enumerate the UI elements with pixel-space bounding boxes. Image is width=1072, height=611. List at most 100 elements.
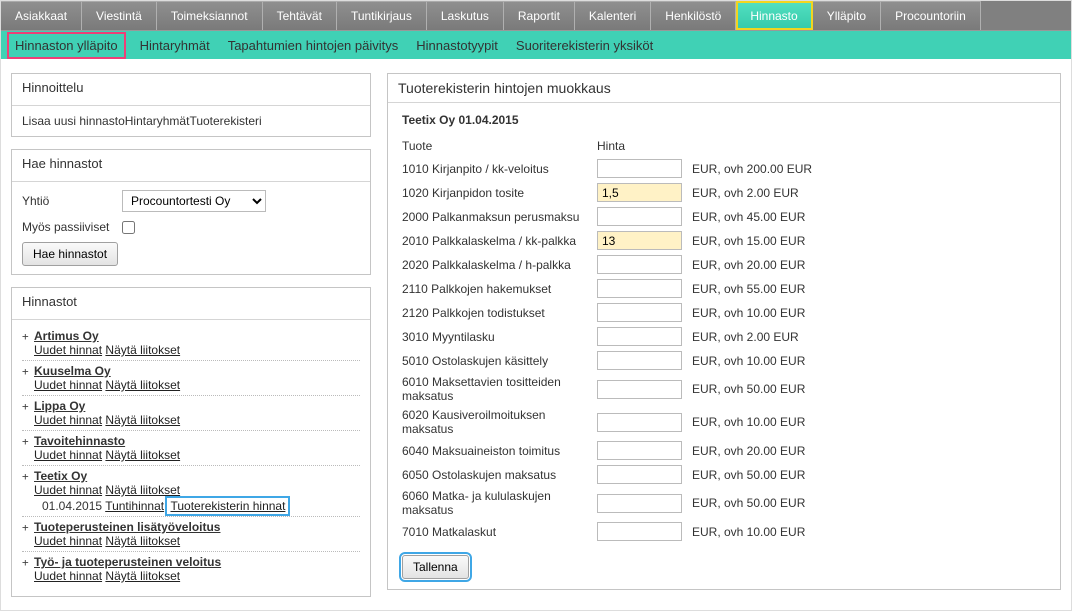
price-input[interactable] — [597, 207, 682, 226]
new-prices-link[interactable]: Uudet hinnat — [34, 448, 102, 462]
pricing-link[interactable]: Hintaryhmät — [125, 114, 190, 128]
new-prices-link[interactable]: Uudet hinnat — [34, 378, 102, 392]
product-name: 6010 Maksettavien tositteiden maksatus — [402, 375, 597, 403]
tree-item-title[interactable]: Lippa Oy — [34, 399, 85, 413]
price-row: 2120 Palkkojen todistukset EUR, ovh 10.00… — [402, 303, 1046, 322]
pricing-link[interactable]: Tuoterekisteri — [189, 114, 261, 128]
price-row: 6060 Matka- ja kululaskujen maksatusEUR,… — [402, 489, 1046, 517]
show-links-link[interactable]: Näytä liitokset — [105, 534, 180, 548]
tree-item-title[interactable]: Tuoteperusteinen lisätyöveloitus — [34, 520, 220, 534]
pricing-panel: Hinnoittelu Lisaa uusi hinnastoHintaryhm… — [11, 73, 371, 137]
price-input[interactable] — [597, 351, 682, 370]
price-row: 5010 Ostolaskujen käsittelyEUR, ovh 10.0… — [402, 351, 1046, 370]
save-button[interactable]: Tallenna — [402, 555, 469, 579]
expand-icon[interactable]: + — [22, 365, 29, 378]
price-suffix: EUR, ovh 50.00 EUR — [692, 468, 805, 482]
expand-icon[interactable]: + — [22, 556, 29, 569]
price-input[interactable] — [597, 380, 682, 399]
tree-item-title[interactable]: Työ- ja tuoteperusteinen veloitus — [34, 555, 221, 569]
subnav-item[interactable]: Hinnastotyypit — [416, 38, 498, 53]
subrow-link[interactable]: Tuoterekisterin hinnat — [167, 498, 288, 514]
subnav-item[interactable]: Hintaryhmät — [140, 38, 210, 53]
nav-tab[interactable]: Ylläpito — [813, 1, 881, 30]
expand-icon[interactable]: + — [22, 400, 29, 413]
tree-item-title[interactable]: Kuuselma Oy — [34, 364, 111, 378]
expand-icon[interactable]: + — [22, 470, 29, 483]
product-name: 1010 Kirjanpito / kk-veloitus — [402, 162, 597, 176]
show-links-link[interactable]: Näytä liitokset — [105, 448, 180, 462]
product-name: 2000 Palkanmaksun perusmaksu — [402, 210, 597, 224]
show-links-link[interactable]: Näytä liitokset — [105, 343, 180, 357]
price-row: 2110 Palkkojen hakemukset EUR, ovh 55.00 … — [402, 279, 1046, 298]
new-prices-link[interactable]: Uudet hinnat — [34, 534, 102, 548]
price-suffix: EUR, ovh 20.00 EUR — [692, 258, 805, 272]
tree-item: + Työ- ja tuoteperusteinen veloitusUudet … — [22, 552, 360, 586]
tree-item-title[interactable]: Teetix Oy — [34, 469, 87, 483]
search-button[interactable]: Hae hinnastot — [22, 242, 118, 266]
price-input[interactable] — [597, 413, 682, 432]
show-links-link[interactable]: Näytä liitokset — [105, 569, 180, 583]
price-suffix: EUR, ovh 2.00 EUR — [692, 186, 799, 200]
tree-item: + Lippa OyUudet hinnat Näytä liitokset — [22, 396, 360, 431]
show-links-link[interactable]: Näytä liitokset — [105, 413, 180, 427]
sub-nav: Hinnaston ylläpito Hintaryhmät Tapahtumien… — [1, 31, 1071, 59]
new-prices-link[interactable]: Uudet hinnat — [34, 343, 102, 357]
nav-tab[interactable]: Kalenteri — [575, 1, 651, 30]
nav-tab[interactable]: Raportit — [504, 1, 575, 30]
price-input[interactable] — [597, 279, 682, 298]
editor-subtitle: Teetix Oy 01.04.2015 — [402, 113, 1046, 127]
price-input[interactable] — [597, 465, 682, 484]
search-panel: Hae hinnastot Yhtiö Procountortesti Oy M… — [11, 149, 371, 275]
product-name: 2010 Palkkalaskelma / kk-palkka — [402, 234, 597, 248]
subnav-item[interactable]: Suoriterekisterin yksiköt — [516, 38, 653, 53]
nav-tab[interactable]: Tuntikirjaus — [337, 1, 427, 30]
price-input[interactable] — [597, 327, 682, 346]
price-input[interactable] — [597, 159, 682, 178]
nav-tab[interactable]: Procountoriin — [881, 1, 981, 30]
tree-item-title[interactable]: Tavoitehinnasto — [34, 434, 125, 448]
product-name: 7010 Matkalaskut — [402, 525, 597, 539]
expand-icon[interactable]: + — [22, 330, 29, 343]
subnav-item[interactable]: Tapahtumien hintojen päivitys — [228, 38, 399, 53]
nav-tab[interactable]: Asiakkaat — [1, 1, 82, 30]
price-suffix: EUR, ovh 55.00 EUR — [692, 282, 805, 296]
price-input[interactable] — [597, 303, 682, 322]
nav-tab[interactable]: Henkilöstö — [651, 1, 736, 30]
editor-title: Tuoterekisterin hintojen muokkaus — [388, 74, 1060, 103]
main-nav: AsiakkaatViestintäToimeksiannotTehtävätT… — [1, 1, 1071, 31]
company-select[interactable]: Procountortesti Oy — [122, 190, 266, 212]
new-prices-link[interactable]: Uudet hinnat — [34, 483, 102, 497]
show-links-link[interactable]: Näytä liitokset — [105, 483, 180, 497]
price-input[interactable] — [597, 255, 682, 274]
price-suffix: EUR, ovh 2.00 EUR — [692, 330, 799, 344]
passive-label: Myös passiiviset — [22, 220, 122, 234]
expand-icon[interactable]: + — [22, 521, 29, 534]
show-links-link[interactable]: Näytä liitokset — [105, 378, 180, 392]
price-row: 6050 Ostolaskujen maksatusEUR, ovh 50.00… — [402, 465, 1046, 484]
price-suffix: EUR, ovh 10.00 EUR — [692, 354, 805, 368]
price-input[interactable] — [597, 441, 682, 460]
price-input[interactable] — [597, 183, 682, 202]
new-prices-link[interactable]: Uudet hinnat — [34, 413, 102, 427]
nav-tab[interactable]: Tehtävät — [263, 1, 337, 30]
expand-icon[interactable]: + — [22, 435, 29, 448]
nav-tab[interactable]: Viestintä — [82, 1, 157, 30]
nav-tab[interactable]: Hinnasto — [736, 1, 812, 30]
product-name: 2110 Palkkojen hakemukset — [402, 282, 597, 296]
price-input[interactable] — [597, 522, 682, 541]
new-prices-link[interactable]: Uudet hinnat — [34, 569, 102, 583]
tree-item: + TavoitehinnastoUudet hinnat Näytä liito… — [22, 431, 360, 466]
subrow-link[interactable]: Tuntihinnat — [105, 499, 164, 513]
price-suffix: EUR, ovh 10.00 EUR — [692, 306, 805, 320]
price-input[interactable] — [597, 494, 682, 513]
search-panel-title: Hae hinnastot — [12, 150, 370, 182]
subnav-item[interactable]: Hinnaston ylläpito — [11, 36, 122, 55]
passive-checkbox[interactable] — [122, 221, 135, 234]
pricing-link[interactable]: Lisaa uusi hinnasto — [22, 114, 125, 128]
price-input[interactable] — [597, 231, 682, 250]
nav-tab[interactable]: Laskutus — [427, 1, 504, 30]
nav-tab[interactable]: Toimeksiannot — [157, 1, 263, 30]
product-name: 2120 Palkkojen todistukset — [402, 306, 597, 320]
tree-item-title[interactable]: Artimus Oy — [34, 329, 99, 343]
tree-item: + Artimus OyUudet hinnat Näytä liitokset — [22, 326, 360, 361]
